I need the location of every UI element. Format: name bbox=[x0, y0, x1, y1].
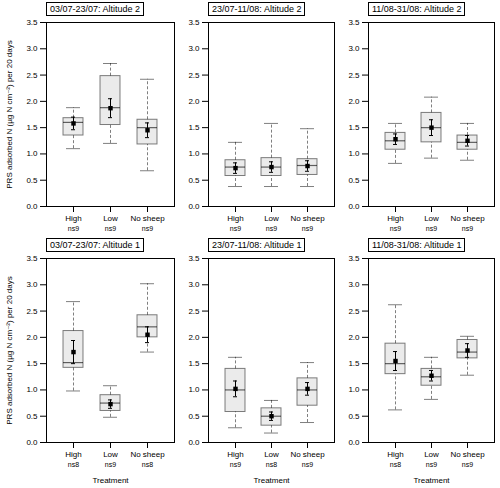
svg-text:2.5: 2.5 bbox=[348, 71, 360, 80]
svg-text:3.5: 3.5 bbox=[26, 18, 38, 27]
svg-text:ns9: ns9 bbox=[302, 225, 313, 232]
svg-text:3.0: 3.0 bbox=[26, 44, 38, 53]
svg-text:Low: Low bbox=[264, 450, 279, 459]
svg-text:High: High bbox=[65, 450, 81, 459]
svg-text:No sheep: No sheep bbox=[130, 214, 165, 223]
svg-text:2.5: 2.5 bbox=[188, 307, 200, 316]
svg-text:No sheep: No sheep bbox=[290, 214, 325, 223]
svg-text:High: High bbox=[65, 214, 81, 223]
svg-text:Low: Low bbox=[424, 214, 439, 223]
svg-text:0.5: 0.5 bbox=[188, 176, 200, 185]
svg-text:Treatment: Treatment bbox=[253, 476, 290, 485]
svg-text:3.5: 3.5 bbox=[188, 254, 200, 263]
svg-text:0.0: 0.0 bbox=[26, 438, 38, 447]
svg-text:High: High bbox=[227, 214, 243, 223]
svg-text:3.0: 3.0 bbox=[26, 280, 38, 289]
svg-text:0.5: 0.5 bbox=[348, 412, 360, 421]
svg-text:No sheep: No sheep bbox=[130, 450, 165, 459]
svg-text:PRS adsorbed N (µg N cm⁻²) per: PRS adsorbed N (µg N cm⁻²) per 20 days bbox=[5, 276, 14, 424]
svg-text:1.5: 1.5 bbox=[26, 359, 38, 368]
svg-text:1.0: 1.0 bbox=[348, 149, 360, 158]
svg-text:2.5: 2.5 bbox=[348, 307, 360, 316]
svg-text:3.0: 3.0 bbox=[188, 44, 200, 53]
html-text:03/07-23/07: Altitude 2: 03/07-23/07: Altitude 2 bbox=[50, 4, 141, 14]
svg-text:ns9: ns9 bbox=[302, 461, 313, 468]
svg-text:0.0: 0.0 bbox=[188, 438, 200, 447]
svg-text:3.0: 3.0 bbox=[188, 280, 200, 289]
svg-text:0.5: 0.5 bbox=[26, 176, 38, 185]
svg-text:2.0: 2.0 bbox=[348, 333, 360, 342]
svg-text:ns9: ns9 bbox=[462, 225, 473, 232]
svg-text:1.0: 1.0 bbox=[188, 149, 200, 158]
svg-text:2.5: 2.5 bbox=[26, 307, 38, 316]
html-text:23/07-11/08: Altitude 2: 23/07-11/08: Altitude 2 bbox=[212, 4, 302, 14]
svg-text:1.5: 1.5 bbox=[348, 123, 360, 132]
html-text:03/07-23/07: Altitude 1: 03/07-23/07: Altitude 1 bbox=[50, 240, 141, 250]
svg-text:2.0: 2.0 bbox=[26, 97, 38, 106]
svg-text:3.5: 3.5 bbox=[348, 18, 360, 27]
svg-text:Low: Low bbox=[103, 450, 118, 459]
svg-text:2.0: 2.0 bbox=[188, 333, 200, 342]
svg-text:ns8: ns8 bbox=[68, 461, 79, 468]
svg-text:1.5: 1.5 bbox=[188, 123, 200, 132]
svg-text:2.5: 2.5 bbox=[188, 71, 200, 80]
svg-text:0.0: 0.0 bbox=[348, 202, 360, 211]
svg-text:High: High bbox=[387, 450, 403, 459]
svg-text:ns9: ns9 bbox=[142, 225, 153, 232]
svg-text:1.0: 1.0 bbox=[26, 385, 38, 394]
svg-text:ns9: ns9 bbox=[105, 461, 116, 468]
html-text:23/07-11/08: Altitude 1: 23/07-11/08: Altitude 1 bbox=[212, 240, 302, 250]
svg-text:High: High bbox=[227, 450, 243, 459]
svg-text:0.5: 0.5 bbox=[348, 176, 360, 185]
html-text:11/08-31/08: Altitude 1: 11/08-31/08: Altitude 1 bbox=[372, 240, 462, 250]
svg-text:ns8: ns8 bbox=[266, 461, 277, 468]
svg-text:3.5: 3.5 bbox=[26, 254, 38, 263]
svg-text:1.0: 1.0 bbox=[348, 385, 360, 394]
svg-text:0.5: 0.5 bbox=[188, 412, 200, 421]
svg-text:1.0: 1.0 bbox=[188, 385, 200, 394]
svg-text:No sheep: No sheep bbox=[450, 450, 485, 459]
svg-text:3.0: 3.0 bbox=[348, 44, 360, 53]
svg-text:ns9: ns9 bbox=[105, 225, 116, 232]
svg-text:Low: Low bbox=[424, 450, 439, 459]
svg-text:No sheep: No sheep bbox=[290, 450, 325, 459]
svg-text:ns8: ns8 bbox=[142, 461, 153, 468]
svg-text:1.5: 1.5 bbox=[348, 359, 360, 368]
svg-text:1.0: 1.0 bbox=[26, 149, 38, 158]
svg-text:Treatment: Treatment bbox=[92, 476, 129, 485]
svg-text:ns8: ns8 bbox=[390, 461, 401, 468]
svg-text:ns9: ns9 bbox=[230, 225, 241, 232]
svg-text:0.5: 0.5 bbox=[26, 412, 38, 421]
svg-text:0.0: 0.0 bbox=[26, 202, 38, 211]
svg-text:High: High bbox=[387, 214, 403, 223]
svg-text:No sheep: No sheep bbox=[450, 214, 485, 223]
svg-text:0.0: 0.0 bbox=[188, 202, 200, 211]
svg-text:ns9: ns9 bbox=[426, 225, 437, 232]
svg-text:Low: Low bbox=[103, 214, 118, 223]
svg-text:0.0: 0.0 bbox=[348, 438, 360, 447]
html-text:11/08-31/08: Altitude 2: 11/08-31/08: Altitude 2 bbox=[372, 4, 462, 14]
svg-text:2.0: 2.0 bbox=[348, 97, 360, 106]
svg-text:1.5: 1.5 bbox=[26, 123, 38, 132]
svg-text:1.5: 1.5 bbox=[188, 359, 200, 368]
svg-text:Treatment: Treatment bbox=[413, 476, 450, 485]
svg-text:ns9: ns9 bbox=[390, 225, 401, 232]
svg-text:2.0: 2.0 bbox=[26, 333, 38, 342]
svg-text:2.0: 2.0 bbox=[188, 97, 200, 106]
svg-text:ns9: ns9 bbox=[462, 461, 473, 468]
svg-text:Low: Low bbox=[264, 214, 279, 223]
svg-text:3.0: 3.0 bbox=[348, 280, 360, 289]
svg-text:ns9: ns9 bbox=[426, 461, 437, 468]
svg-text:2.5: 2.5 bbox=[26, 71, 38, 80]
svg-text:ns9: ns9 bbox=[230, 461, 241, 468]
svg-text:ns9: ns9 bbox=[266, 225, 277, 232]
svg-text:3.5: 3.5 bbox=[348, 254, 360, 263]
svg-text:PRS adsorbed N (µg N cm⁻²) per: PRS adsorbed N (µg N cm⁻²) per 20 days bbox=[5, 40, 14, 188]
svg-text:3.5: 3.5 bbox=[188, 18, 200, 27]
svg-text:ns9: ns9 bbox=[68, 225, 79, 232]
